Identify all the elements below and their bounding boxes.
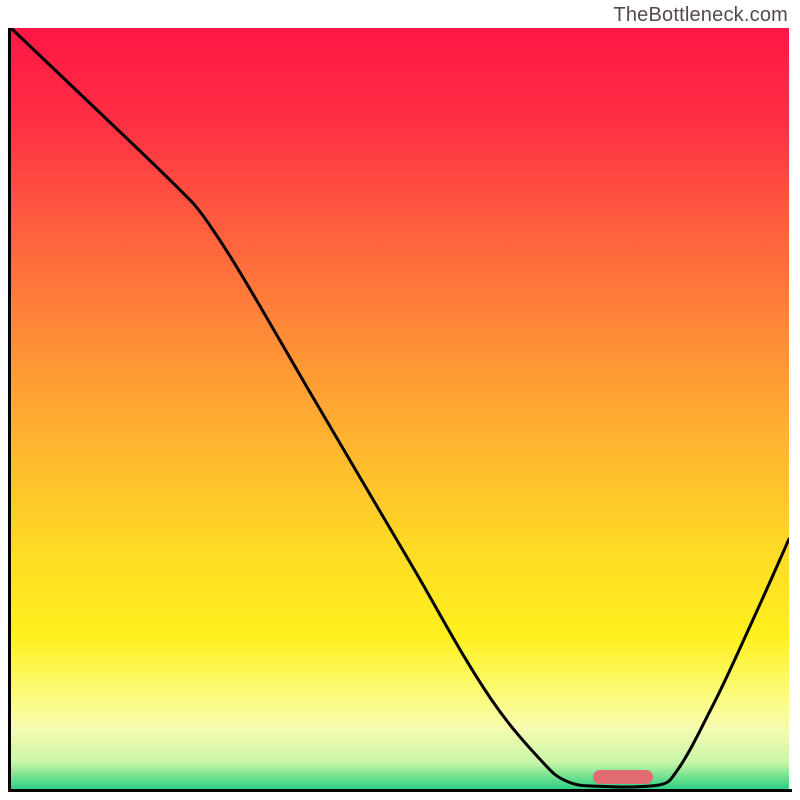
- optimum-marker: [593, 770, 653, 784]
- attribution-text: TheBottleneck.com: [613, 4, 788, 27]
- y-axis: [8, 28, 11, 792]
- bottleneck-curve: [11, 28, 789, 789]
- x-axis: [8, 789, 792, 792]
- bottleneck-chart: [8, 28, 792, 792]
